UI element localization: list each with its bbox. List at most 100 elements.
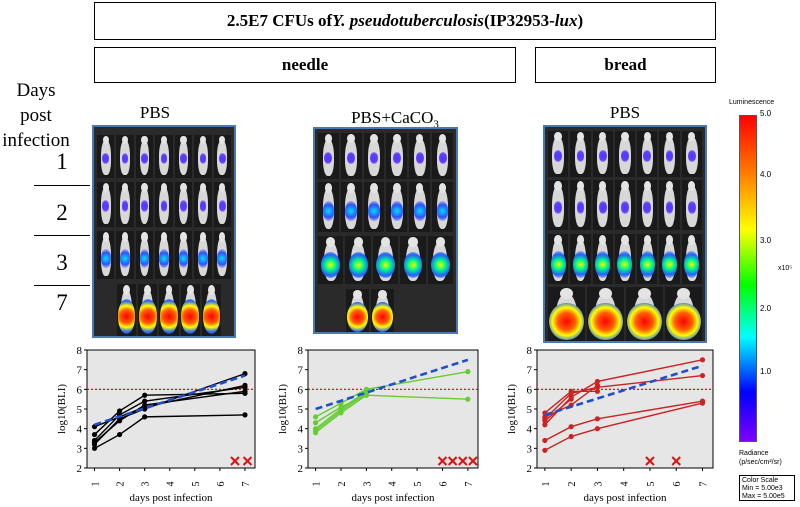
mouse-image xyxy=(346,289,369,332)
title-strain-close: ) xyxy=(577,11,584,30)
mouse-image xyxy=(427,236,454,284)
panel-title-subscript: 3 xyxy=(433,118,439,131)
luminescence-colorbar xyxy=(739,115,757,442)
colorbar-tick: 3.0 xyxy=(760,236,772,245)
mouse-image xyxy=(155,182,173,227)
mouse-image xyxy=(318,236,344,284)
panel-title-needle-pbs-caco3: PBS+CaCO3 xyxy=(330,108,460,130)
x-tick-label: 2 xyxy=(116,482,127,487)
colorbar-tick: 1.0 xyxy=(760,367,772,376)
mouse-image xyxy=(386,182,408,232)
mouse-image xyxy=(587,287,624,341)
data-point xyxy=(568,388,574,394)
colorbar-tick: 4.0 xyxy=(760,170,772,179)
mouse-image xyxy=(97,231,115,279)
series-line xyxy=(94,392,245,436)
color-scale-box: Color Scale Min = 5.00e3 Max = 5.00e5 xyxy=(739,475,795,501)
y-tick-label: 3 xyxy=(298,443,304,455)
mouse-image xyxy=(201,284,222,336)
mouse-image xyxy=(592,234,613,284)
death-marker xyxy=(645,456,655,466)
day-divider xyxy=(34,285,90,286)
death-marker-stroke xyxy=(437,456,448,466)
mouse-image xyxy=(432,133,453,179)
mouse-image xyxy=(345,236,371,284)
bli-chart-needle-pbs: 2 3 4 5 6 7 8 1 2 3 4 5 6 7 days post infection log10(B… xyxy=(56,345,256,504)
data-point xyxy=(313,426,319,432)
x-tick-label: 4 xyxy=(620,482,631,487)
x-tick-label: 6 xyxy=(672,482,683,487)
mouse-image xyxy=(116,135,134,178)
mouse-image xyxy=(637,131,658,177)
mouse-image xyxy=(614,131,636,177)
series-line xyxy=(544,402,703,451)
mouse-image xyxy=(570,131,591,177)
data-point xyxy=(338,404,344,410)
data-point xyxy=(594,378,601,385)
y-tick-label: 2 xyxy=(298,463,304,475)
mouse-image xyxy=(213,135,231,178)
mouse-image xyxy=(318,182,339,232)
mouse-image xyxy=(400,236,426,284)
mouse-image xyxy=(409,133,431,179)
x-tick-label: 2 xyxy=(337,482,348,487)
death-marker xyxy=(447,456,458,466)
mouse-image xyxy=(194,182,212,227)
x-axis-label: days post infection xyxy=(351,492,435,504)
data-point xyxy=(568,433,574,440)
mouse-image xyxy=(592,131,613,177)
mouse-image xyxy=(135,231,154,279)
color-scale-title: Color Scale xyxy=(742,477,779,484)
data-point xyxy=(699,372,706,379)
data-point xyxy=(142,392,148,398)
mouse-image xyxy=(570,180,591,230)
x-tick-label: 3 xyxy=(362,482,373,487)
radiance-label: Radiance xyxy=(739,450,769,457)
y-tick-label: 5 xyxy=(527,404,533,416)
bli-image-panel-needle-pbs-caco3 xyxy=(313,127,458,334)
day-row-7: 7 xyxy=(56,290,68,315)
death-marker-stroke xyxy=(458,456,468,466)
mouse-image-row xyxy=(343,289,397,332)
color-scale-max: Max = 5.00e5 xyxy=(742,493,785,500)
days-label-line-1: Days xyxy=(16,80,56,101)
mouse-image xyxy=(363,133,385,179)
mouse-image xyxy=(97,182,115,227)
data-point xyxy=(142,398,148,404)
mouse-image xyxy=(681,131,702,177)
data-point xyxy=(568,396,574,402)
x-tick-label: 3 xyxy=(141,482,152,487)
mouse-image xyxy=(592,180,613,230)
mouse-image xyxy=(117,284,137,336)
mouse-image xyxy=(372,236,399,284)
panel-title-main: PBS+CaCO xyxy=(351,108,434,127)
death-marker xyxy=(671,456,681,466)
y-tick-label: 3 xyxy=(77,443,83,455)
mouse-image xyxy=(614,234,636,284)
mouse-image xyxy=(548,287,585,341)
mouse-image xyxy=(548,131,569,177)
mouse-image xyxy=(548,180,569,230)
mouse-image xyxy=(659,180,680,230)
data-point xyxy=(594,382,601,388)
day-divider xyxy=(34,185,90,186)
mouse-image xyxy=(371,289,394,332)
x-tick-label: 1 xyxy=(541,482,552,487)
bread-route-box: bread xyxy=(535,47,716,83)
data-point xyxy=(142,404,148,410)
mouse-image xyxy=(116,182,134,227)
x-tick-label: 5 xyxy=(413,482,424,487)
bread-label: bread xyxy=(604,55,647,74)
mouse-image xyxy=(135,182,154,227)
data-point xyxy=(313,420,319,426)
bli-image-panel-needle-pbs xyxy=(92,125,236,338)
mouse-image xyxy=(548,234,569,284)
x-tick-label: 6 xyxy=(438,482,449,487)
mouse-image xyxy=(681,180,702,230)
mouse-image xyxy=(174,231,193,279)
x-tick-label: 2 xyxy=(567,482,578,487)
mouse-image xyxy=(97,135,115,178)
death-marker-stroke xyxy=(645,456,655,466)
title-strain-open: (IP32953- xyxy=(483,11,555,30)
x-axis-label: days post infection xyxy=(129,492,213,504)
